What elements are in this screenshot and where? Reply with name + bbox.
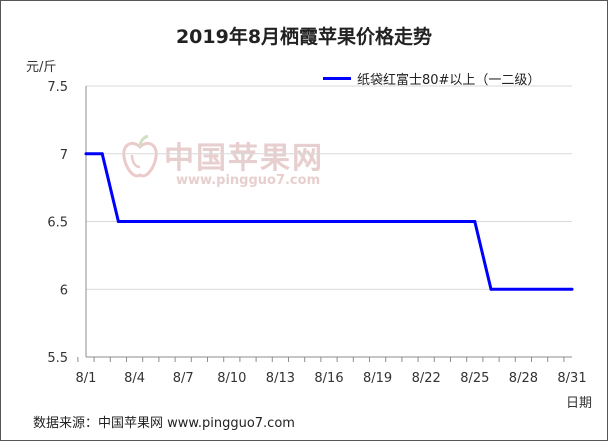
legend-label: 纸袋红富士80#以上（一二级） (357, 72, 541, 88)
x-tick-label: 8/22 (412, 371, 441, 386)
data-point (570, 287, 574, 291)
legend: 纸袋红富士80#以上（一二级） (323, 70, 541, 88)
x-tick-label: 8/28 (509, 371, 538, 386)
watermark-text: 中国苹果网 (164, 141, 324, 176)
x-tick-label: 8/10 (217, 371, 246, 386)
x-tick-label: 8/16 (314, 371, 343, 386)
data-point (473, 220, 477, 223)
y-tick-label: 6.5 (47, 216, 68, 231)
data-point (457, 220, 461, 223)
x-tick-label: 8/7 (173, 371, 194, 386)
data-point (133, 220, 137, 223)
x-tick-label: 8/4 (124, 371, 145, 386)
x-tick-label: 8/13 (266, 371, 295, 386)
y-tick-label: 5.5 (47, 351, 68, 366)
apple-logo-icon (122, 135, 158, 178)
x-tick-label: 8/1 (76, 371, 97, 386)
x-tick-label: 8/19 (363, 371, 392, 386)
source-note: 数据来源：中国苹果网 www.pingguo7.com (33, 416, 295, 431)
legend-swatch (323, 76, 351, 80)
y-axis-unit-label: 元/斤 (26, 60, 57, 75)
x-tick-label: 8/31 (557, 371, 586, 386)
chart-title: 2019年8月栖霞苹果价格走势 (175, 26, 433, 48)
data-point (84, 152, 88, 156)
y-tick-label: 7.5 (47, 80, 68, 95)
data-point (100, 152, 104, 156)
y-tick-label: 6 (60, 283, 68, 298)
x-tick-label: 8/25 (460, 371, 489, 386)
watermark-url: www.pingguo7.com (176, 173, 321, 188)
data-point (489, 287, 493, 291)
y-tick-label: 7 (60, 148, 68, 163)
x-axis-unit-label: 日期 (566, 396, 593, 411)
series-line (86, 152, 572, 291)
data-point (116, 220, 120, 223)
